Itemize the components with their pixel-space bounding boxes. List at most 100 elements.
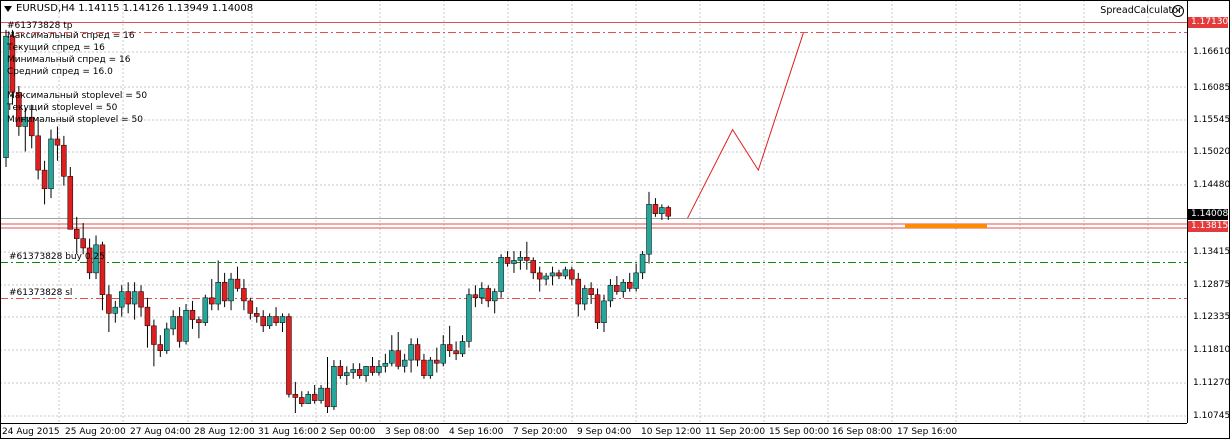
price-tick: 1.11270 — [1193, 378, 1230, 388]
candle — [28, 104, 35, 149]
candle — [536, 266, 543, 292]
candle — [228, 272, 234, 311]
candle — [569, 266, 575, 286]
candle — [93, 235, 99, 280]
candle — [369, 356, 376, 376]
candle — [601, 294, 607, 333]
candle — [305, 391, 311, 404]
info-line-min-stoplevel: Минимальный stoplevel = 50 — [7, 115, 143, 125]
candle — [221, 272, 228, 308]
candle-body — [485, 288, 491, 302]
candle-body — [337, 366, 344, 376]
candle — [517, 251, 524, 270]
candle-body — [125, 291, 131, 305]
candle-body — [254, 313, 260, 317]
candle — [131, 282, 138, 320]
candle-body — [382, 362, 389, 367]
candle — [318, 385, 324, 404]
candle — [324, 356, 331, 414]
candle — [421, 353, 427, 379]
candle-body — [318, 387, 324, 401]
candle-body — [588, 288, 594, 295]
indicator-name: SpreadCalculator — [1100, 5, 1182, 16]
candle-body — [241, 288, 247, 302]
price-tick: 1.12875 — [1193, 280, 1230, 290]
candle — [427, 356, 434, 379]
candle-body — [273, 316, 279, 323]
candle-body — [414, 344, 421, 361]
candle-body — [61, 144, 67, 177]
candle — [67, 166, 74, 230]
candle — [183, 304, 189, 345]
time-tick: 11 Sep 20:00 — [705, 427, 766, 437]
candle-body — [35, 135, 41, 171]
candle-body — [421, 359, 427, 376]
candle-body — [170, 316, 176, 330]
candle-body — [221, 281, 228, 302]
candle-body — [247, 300, 254, 314]
candle — [466, 288, 472, 348]
candle — [588, 282, 594, 305]
candle-body — [524, 257, 530, 261]
candle — [273, 307, 279, 326]
candle-body — [138, 291, 144, 308]
candle-body — [440, 344, 446, 364]
candle-body — [331, 366, 337, 408]
price-tick: 1.12335 — [1193, 312, 1230, 322]
candle-body — [9, 35, 16, 93]
price-tick: 1.13415 — [1193, 247, 1230, 257]
candle-body — [614, 285, 620, 292]
candle-body — [112, 306, 119, 314]
candle — [196, 316, 202, 339]
candle-body — [260, 316, 266, 327]
candle-body — [144, 306, 151, 327]
candle — [125, 282, 131, 314]
candle-body — [659, 207, 665, 214]
candle-body — [601, 300, 607, 323]
candle-body — [408, 344, 414, 361]
candle-body — [286, 316, 292, 395]
candle — [459, 335, 466, 357]
candle-body — [3, 35, 9, 158]
candle — [659, 204, 665, 220]
close-icon[interactable]: × — [1172, 5, 1184, 17]
candle-body — [498, 257, 504, 292]
candle-body — [209, 297, 215, 305]
candle-body — [189, 310, 196, 320]
info-line-current-stoplevel: Текущий stoplevel = 50 — [7, 103, 118, 113]
candle — [202, 294, 209, 326]
candle — [356, 363, 363, 379]
time-tick: 4 Sep 16:00 — [449, 427, 504, 437]
candle — [401, 353, 408, 373]
info-line-max-spread: Максимальный спред = 16 — [7, 31, 135, 41]
tp-price-badge: 1.17130 — [1188, 17, 1228, 28]
dropdown-icon[interactable] — [4, 6, 12, 12]
candle-body — [472, 294, 479, 299]
price-tick: 1.16610 — [1193, 47, 1230, 57]
candle-body — [536, 272, 543, 280]
time-tick: 17 Sep 16:00 — [897, 427, 958, 437]
candle — [176, 307, 183, 348]
candle — [279, 313, 286, 333]
candle — [382, 353, 389, 373]
candle-body — [311, 394, 318, 401]
candle — [209, 279, 215, 311]
time-tick: 15 Sep 00:00 — [769, 427, 830, 437]
candle-body — [633, 272, 639, 289]
candle — [633, 263, 639, 292]
candle — [241, 279, 247, 311]
candle-body — [530, 260, 537, 274]
candle — [556, 269, 562, 280]
candle — [112, 300, 119, 323]
candle-body — [517, 257, 524, 261]
candle-body — [48, 138, 54, 190]
order-buy-label[interactable]: #61373828 buy 0.25 — [9, 252, 105, 262]
candle — [215, 260, 221, 311]
order-sl-label[interactable]: #61373828 sl — [9, 288, 73, 298]
candle-body — [562, 269, 569, 277]
candle — [3, 29, 9, 167]
candle-body — [434, 359, 440, 364]
candle — [61, 135, 67, 186]
